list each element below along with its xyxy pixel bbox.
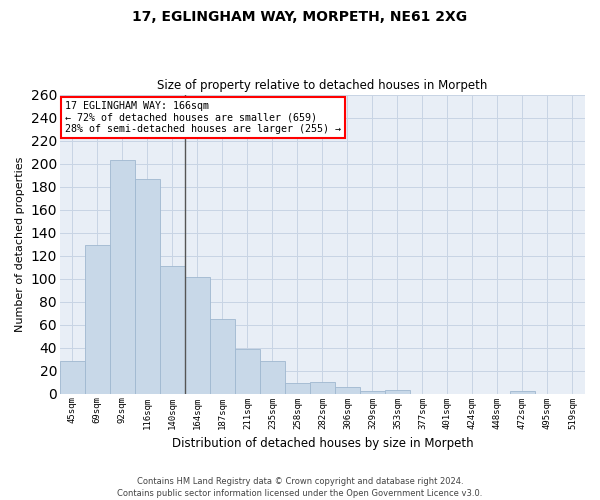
Bar [60, 362, 85, 394]
Bar [310, 382, 335, 394]
Bar [110, 160, 135, 394]
Bar [385, 390, 410, 394]
Bar [135, 178, 160, 394]
Title: Size of property relative to detached houses in Morpeth: Size of property relative to detached ho… [157, 79, 488, 92]
Bar [235, 349, 260, 394]
Bar [510, 392, 535, 394]
Bar [185, 278, 210, 394]
Bar [285, 384, 310, 394]
Text: Contains HM Land Registry data © Crown copyright and database right 2024.
Contai: Contains HM Land Registry data © Crown c… [118, 476, 482, 498]
Text: 17, EGLINGHAM WAY, MORPETH, NE61 2XG: 17, EGLINGHAM WAY, MORPETH, NE61 2XG [133, 10, 467, 24]
Bar [360, 392, 385, 394]
Y-axis label: Number of detached properties: Number of detached properties [15, 156, 25, 332]
Bar [160, 266, 185, 394]
Bar [260, 362, 285, 394]
Bar [210, 319, 235, 394]
Bar [335, 386, 360, 394]
X-axis label: Distribution of detached houses by size in Morpeth: Distribution of detached houses by size … [172, 437, 473, 450]
Text: 17 EGLINGHAM WAY: 166sqm
← 72% of detached houses are smaller (659)
28% of semi-: 17 EGLINGHAM WAY: 166sqm ← 72% of detach… [65, 100, 341, 134]
Bar [85, 245, 110, 394]
